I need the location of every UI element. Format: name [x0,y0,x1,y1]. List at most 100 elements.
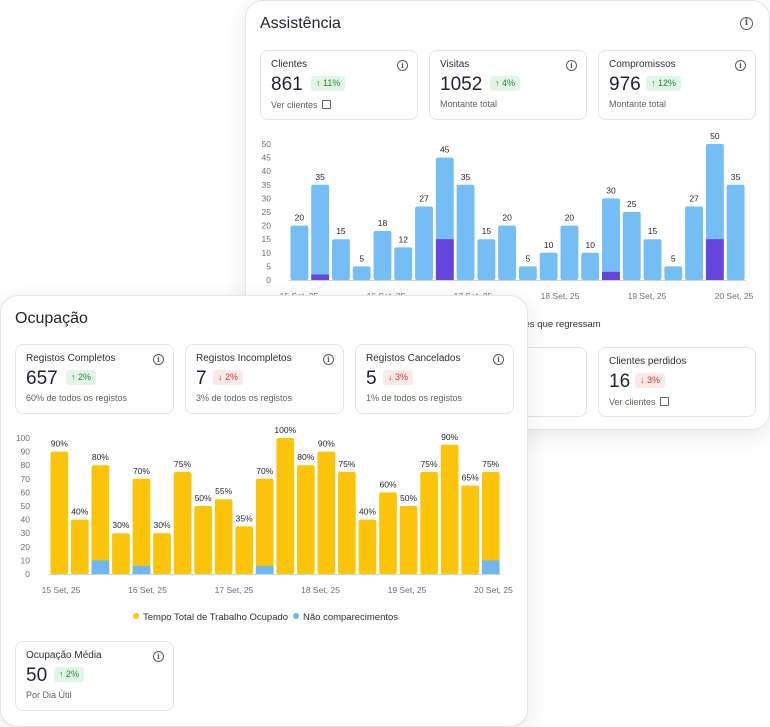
bar [539,252,558,280]
x-tick-label: 18 Set, 25 [541,291,580,301]
card-subtext: 60% de todos os registos [26,393,128,403]
data-label: 35% [236,513,253,523]
data-label: 10 [544,240,554,250]
bar [132,478,151,574]
external-link-icon [659,397,669,406]
info-icon[interactable]: i [153,651,164,662]
bar [440,444,459,574]
card-registos-cancelados: Registos Cancelados i 5 ↓ 3% 1% de todos… [355,344,514,414]
bar [664,266,683,280]
bar-overlay [91,560,110,574]
card-clientes-perdidos: Clientes perdidos 16 ↓ 3% Ver clientes [598,347,756,417]
y-tick-label: 50 [262,139,272,149]
data-label: 27 [689,194,699,204]
bar [560,225,579,280]
card-value: 16 [609,371,631,392]
trend-badge: ↓ 3% [635,373,666,388]
data-label: 12 [399,234,409,244]
bar [352,266,371,280]
y-tick-label: 15 [262,234,272,244]
view-clients-link[interactable]: Ver clientes [271,99,331,110]
legend-label: Tempo Total de Trabalho Ocupado [143,612,289,623]
data-label: 40% [359,507,376,517]
data-label: 30% [112,520,129,530]
link-label: Ver clientes [271,100,318,110]
ocupacao-panel: Ocupação Registos Completos i 657 ↑ 2% 6… [0,295,528,727]
trend-badge: ↑ 4% [490,76,521,91]
info-icon[interactable]: i [740,17,753,30]
y-tick-label: 50 [21,501,31,511]
bar-overlay [311,274,330,280]
bar [622,212,641,280]
view-clients-link[interactable]: Ver clientes [609,396,669,407]
bar [112,533,130,574]
card-subtext: 3% de todos os registos [196,393,293,403]
y-tick-label: 80 [21,460,31,470]
data-label: 5 [359,253,364,263]
y-tick-label: 0 [25,569,30,579]
data-label: 45 [440,145,450,155]
data-label: 80% [92,452,109,462]
card-subtext: Montante total [440,99,498,109]
legend-returning-clients: tes que regressam [522,319,601,330]
legend-item-nao-comparecimentos: Não comparecimentos [293,612,398,623]
bar [726,184,745,280]
y-tick-label: 20 [21,542,31,552]
data-label: 100% [274,425,296,435]
data-label: 75% [482,459,499,469]
data-label: 30% [153,520,170,530]
y-tick-label: 30 [21,528,31,538]
ocupacao-bar-chart: 0 10 20 30 40 50 60 70 80 90 100 90% 40% 80% 30% 70% 30%… [16,425,513,595]
legend-item-ocupado: Tempo Total de Trabalho Ocupado [133,612,288,623]
ocupacao-title: Ocupação [15,310,88,327]
bar [290,225,309,280]
info-icon[interactable]: i [493,354,504,365]
card-value: 5 [366,368,377,389]
card-compromissos: Compromissos i 976 ↑ 12% Montante total [598,50,756,120]
bar [498,225,517,280]
card-value: 657 [26,368,58,389]
link-label: Ver clientes [609,397,656,407]
card-clientes: Clientes i 861 ↑ 11% Ver clientes [260,50,418,120]
bar [317,451,336,574]
data-label: 15 [336,226,346,236]
assistencia-title: Assistência [260,15,341,32]
bar [235,526,254,574]
data-label: 5 [526,253,531,263]
info-icon[interactable]: i [566,60,577,71]
data-label: 55% [215,486,232,496]
bar [70,519,89,574]
card-label: Registos Cancelados [366,353,461,364]
legend-dot [293,613,299,619]
data-label: 15 [648,226,658,236]
data-label: 20 [502,213,512,223]
data-label: 65% [462,473,479,483]
info-icon[interactable]: i [323,354,334,365]
trend-badge: ↑ 12% [646,76,682,91]
bar [581,252,600,280]
card-label: Clientes [271,59,308,70]
y-tick-label: 5 [266,261,271,271]
bar [358,519,377,574]
bar [477,239,496,280]
info-icon[interactable]: i [397,60,408,71]
card-subtext: 1% de todos os registos [366,393,463,403]
trend-badge: ↓ 2% [213,370,244,385]
data-label: 90% [51,439,68,449]
y-tick-label: 35 [262,180,272,190]
bar [481,472,500,574]
info-icon[interactable]: i [735,60,746,71]
card-label: Compromissos [609,59,676,70]
external-link-icon [321,100,331,109]
data-label: 20 [295,213,305,223]
data-label: 18 [378,218,388,228]
bar [194,506,212,574]
bar-overlay [602,271,620,280]
bar [338,472,356,574]
info-icon[interactable]: i [153,354,164,365]
x-tick-label: 19 Set, 25 [628,291,667,301]
bar-overlay [481,560,500,574]
bar [394,247,413,280]
y-tick-label: 20 [262,221,272,231]
data-label: 90% [441,432,458,442]
